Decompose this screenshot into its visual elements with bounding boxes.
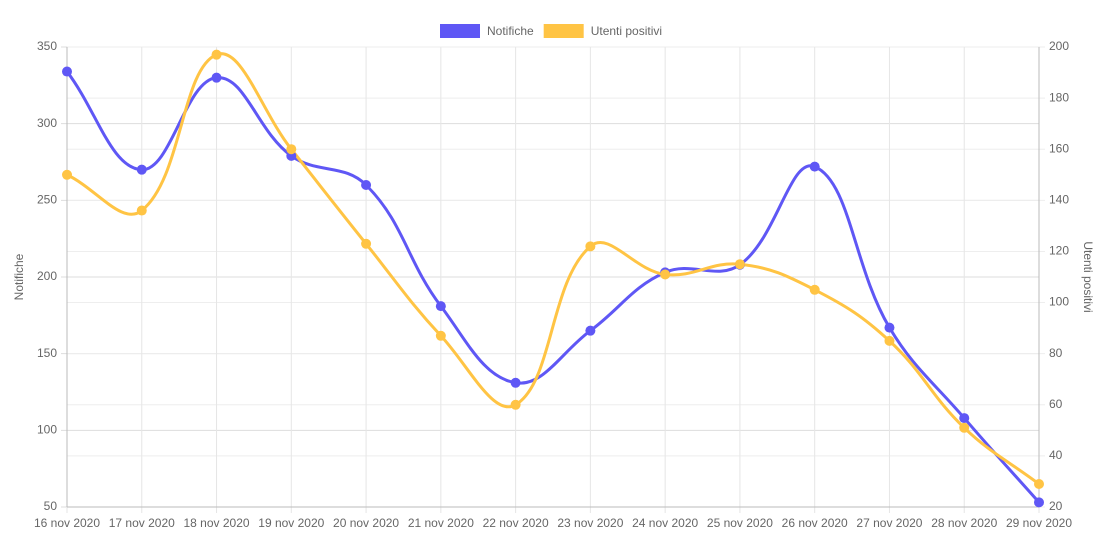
data-point xyxy=(884,322,895,333)
legend-swatch xyxy=(543,24,584,38)
data-point xyxy=(435,330,446,341)
x-tick-label: 16 nov 2020 xyxy=(34,516,100,530)
data-point xyxy=(585,325,596,336)
x-tick-label: 17 nov 2020 xyxy=(109,516,175,530)
data-point xyxy=(435,301,446,312)
x-tick-label: 23 nov 2020 xyxy=(557,516,623,530)
y2-tick-label: 20 xyxy=(1049,499,1063,513)
data-point xyxy=(1034,497,1044,508)
data-point xyxy=(361,238,372,249)
y2-tick-label: 60 xyxy=(1049,397,1063,411)
x-tick-label: 22 nov 2020 xyxy=(483,516,549,530)
data-point xyxy=(211,72,222,83)
data-point xyxy=(1034,479,1044,489)
y2-tick-label: 80 xyxy=(1049,346,1063,360)
legend-swatch xyxy=(440,24,480,38)
data-point xyxy=(510,377,521,388)
x-tick-label: 18 nov 2020 xyxy=(184,516,250,530)
x-tick-label: 28 nov 2020 xyxy=(931,516,997,530)
y2-tick-label: 40 xyxy=(1049,448,1063,462)
data-point xyxy=(585,241,596,252)
data-point xyxy=(809,161,820,172)
data-point xyxy=(734,259,745,270)
y-tick-label: 50 xyxy=(44,499,58,513)
y-tick-label: 350 xyxy=(37,39,57,53)
y2-tick-label: 120 xyxy=(1049,244,1069,258)
y-tick-label: 250 xyxy=(37,193,57,207)
y2-tick-label: 200 xyxy=(1049,39,1069,53)
data-point xyxy=(660,269,671,280)
data-point xyxy=(361,180,372,190)
x-tick-label: 24 nov 2020 xyxy=(632,516,698,530)
x-tick-label: 26 nov 2020 xyxy=(782,516,848,530)
x-tick-label: 27 nov 2020 xyxy=(856,516,922,530)
x-tick-label: 21 nov 2020 xyxy=(408,516,474,530)
data-point xyxy=(136,205,147,216)
data-point xyxy=(884,335,895,346)
x-tick-label: 25 nov 2020 xyxy=(707,516,773,530)
y-tick-label: 150 xyxy=(37,346,57,360)
legend-label: Utenti positivi xyxy=(591,24,662,38)
x-tick-label: 29 nov 2020 xyxy=(1006,516,1072,530)
data-point xyxy=(136,164,147,175)
x-tick-label: 20 nov 2020 xyxy=(333,516,399,530)
y-tick-label: 100 xyxy=(37,423,57,437)
y2-tick-label: 100 xyxy=(1049,295,1069,309)
y2-axis-title: Utenti positivi xyxy=(1081,241,1095,312)
x-tick-label: 19 nov 2020 xyxy=(258,516,324,530)
data-point xyxy=(959,413,970,424)
data-point xyxy=(510,399,521,410)
y-axis-title: Notifiche xyxy=(12,253,26,300)
y2-tick-label: 180 xyxy=(1049,90,1069,104)
data-point xyxy=(809,284,820,295)
data-point xyxy=(62,169,72,180)
data-point xyxy=(959,422,970,433)
data-point xyxy=(211,49,222,60)
y2-tick-label: 160 xyxy=(1049,141,1069,155)
legend-label: Notifiche xyxy=(487,24,534,38)
data-point xyxy=(62,66,72,77)
y-tick-label: 200 xyxy=(37,269,57,283)
y-tick-label: 300 xyxy=(37,116,57,130)
data-point xyxy=(286,144,297,155)
y2-tick-label: 140 xyxy=(1049,193,1069,207)
